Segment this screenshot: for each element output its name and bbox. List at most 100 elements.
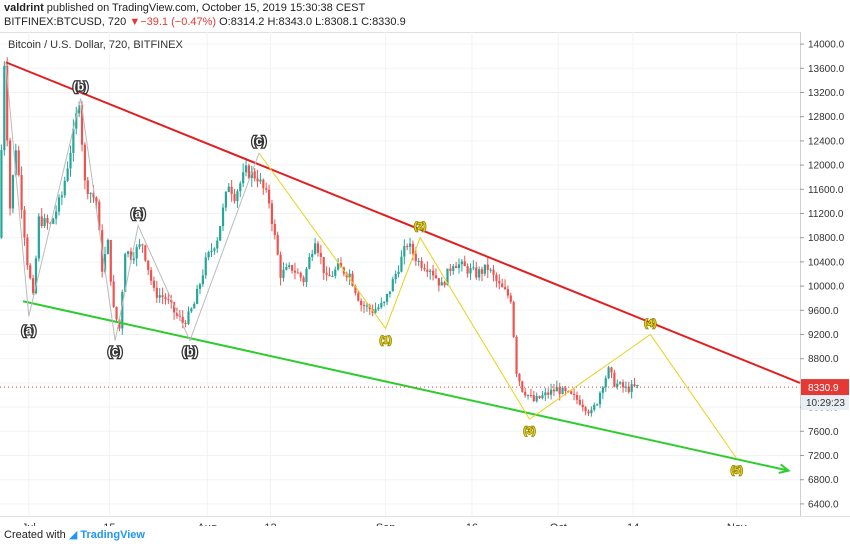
- candle-body: [126, 251, 130, 254]
- time-tick-label: 15: [103, 522, 115, 526]
- tradingview-brand[interactable]: TradingView: [80, 529, 145, 541]
- price-chart[interactable]: (a) (b) (c) (a) (b) (c) (1) (2) (3) (4) (5) Bitcoi…: [0, 32, 850, 526]
- candle-body: [345, 273, 348, 278]
- candle-body: [43, 218, 46, 227]
- candle-body: [319, 252, 322, 257]
- change-label: ▼−39.1 (−0.47%): [129, 16, 217, 28]
- wave-label: (3): [523, 426, 535, 437]
- candle-body: [621, 382, 625, 388]
- candle-body: [305, 268, 308, 283]
- time-tick-label: 12: [264, 522, 276, 526]
- candle-body: [391, 279, 394, 292]
- candle-body: [259, 179, 262, 182]
- candle-body: [348, 273, 351, 278]
- candle-body: [400, 256, 403, 272]
- candle-body: [210, 250, 213, 253]
- candle-body: [293, 270, 297, 273]
- candle-body: [314, 243, 317, 254]
- candle-body: [607, 367, 610, 379]
- candle-body: [578, 399, 581, 405]
- candle-body: [383, 301, 386, 303]
- candle-body: [357, 292, 360, 301]
- candle-body: [253, 171, 256, 179]
- price-tick-label: 10800.0: [808, 233, 845, 244]
- price-tick-label: 8800.0: [808, 354, 839, 365]
- candle-body: [633, 384, 636, 387]
- candle-body: [98, 201, 101, 231]
- last-price-marker: 8330.9 10:29:23: [0, 379, 849, 411]
- candle-body: [437, 278, 440, 286]
- price-tick-label: 7200.0: [808, 451, 839, 462]
- change-value: −39.1 (−0.47%): [140, 16, 217, 28]
- candle-body: [354, 285, 357, 293]
- candle-body: [190, 308, 193, 312]
- candle-body: [498, 280, 501, 284]
- candle-body: [426, 269, 429, 272]
- candle-body: [423, 267, 426, 270]
- candle-body: [262, 179, 265, 189]
- candle-body: [630, 384, 633, 393]
- candle-body: [55, 211, 58, 219]
- candle-body: [57, 197, 61, 212]
- candle-body: [86, 180, 89, 194]
- candle-body: [547, 392, 550, 395]
- candle-body: [31, 278, 35, 294]
- candle-body: [6, 65, 9, 141]
- candle-body: [78, 105, 81, 114]
- candle-body: [23, 209, 26, 238]
- time-tick-label: 14: [627, 522, 639, 526]
- lower-trendline: [22, 300, 789, 472]
- candle-body: [561, 387, 564, 395]
- candle-body: [524, 391, 527, 396]
- price-tick-label: 13600.0: [808, 64, 845, 75]
- candle-body: [118, 319, 121, 329]
- candle-body: [328, 274, 331, 277]
- candle-body: [604, 378, 607, 388]
- candle-body: [299, 272, 302, 278]
- candle-body: [230, 186, 233, 194]
- candle-body: [351, 273, 354, 286]
- publish-info: valdrint published on TradingView.com, O…: [4, 2, 365, 14]
- candle-body: [380, 302, 383, 308]
- wave-path: [5, 62, 260, 342]
- candle-body: [302, 277, 305, 283]
- candle-body: [121, 291, 124, 329]
- candle-body: [273, 223, 276, 235]
- price-axis-bg: [800, 32, 850, 516]
- candle-body: [515, 337, 518, 374]
- time-axis[interactable]: Jul 15 Aug 12 Sep 16 Oct 14 Nov: [22, 522, 747, 526]
- candle-body: [501, 283, 504, 288]
- candle-body: [538, 395, 541, 399]
- price-tick-label: 9600.0: [808, 306, 839, 317]
- candle-body: [233, 193, 236, 202]
- wave-label: (c): [252, 134, 267, 148]
- time-tick-label: Nov: [727, 522, 747, 526]
- candle-body: [624, 386, 627, 388]
- candle-body: [460, 261, 463, 265]
- candle-body: [250, 171, 253, 178]
- candle-body: [141, 244, 144, 246]
- drawings: [5, 61, 801, 474]
- price-tick-label: 11600.0: [808, 185, 844, 196]
- candle-body: [457, 264, 461, 268]
- price-tick-label: 9200.0: [808, 330, 839, 341]
- candle-body: [52, 218, 55, 224]
- candle-body: [144, 245, 147, 261]
- candle-body: [397, 271, 400, 275]
- author-name[interactable]: valdrint: [4, 2, 44, 14]
- wave-label: (a): [131, 207, 146, 221]
- candle-body: [49, 222, 52, 224]
- candle-body: [440, 282, 443, 286]
- time-tick-label: Jul: [22, 522, 36, 526]
- candle-body: [555, 387, 558, 392]
- candle-body: [270, 203, 274, 224]
- wave-path: [258, 152, 738, 459]
- price-tick-label: 14000.0: [808, 40, 845, 51]
- candle-body: [106, 239, 110, 255]
- close-label: C:8330.9: [361, 16, 406, 28]
- candle-body: [236, 191, 239, 202]
- price-tick-label: 13200.0: [808, 88, 845, 99]
- candle-body: [138, 244, 141, 248]
- candle-body: [489, 269, 492, 271]
- candle-body: [213, 248, 216, 251]
